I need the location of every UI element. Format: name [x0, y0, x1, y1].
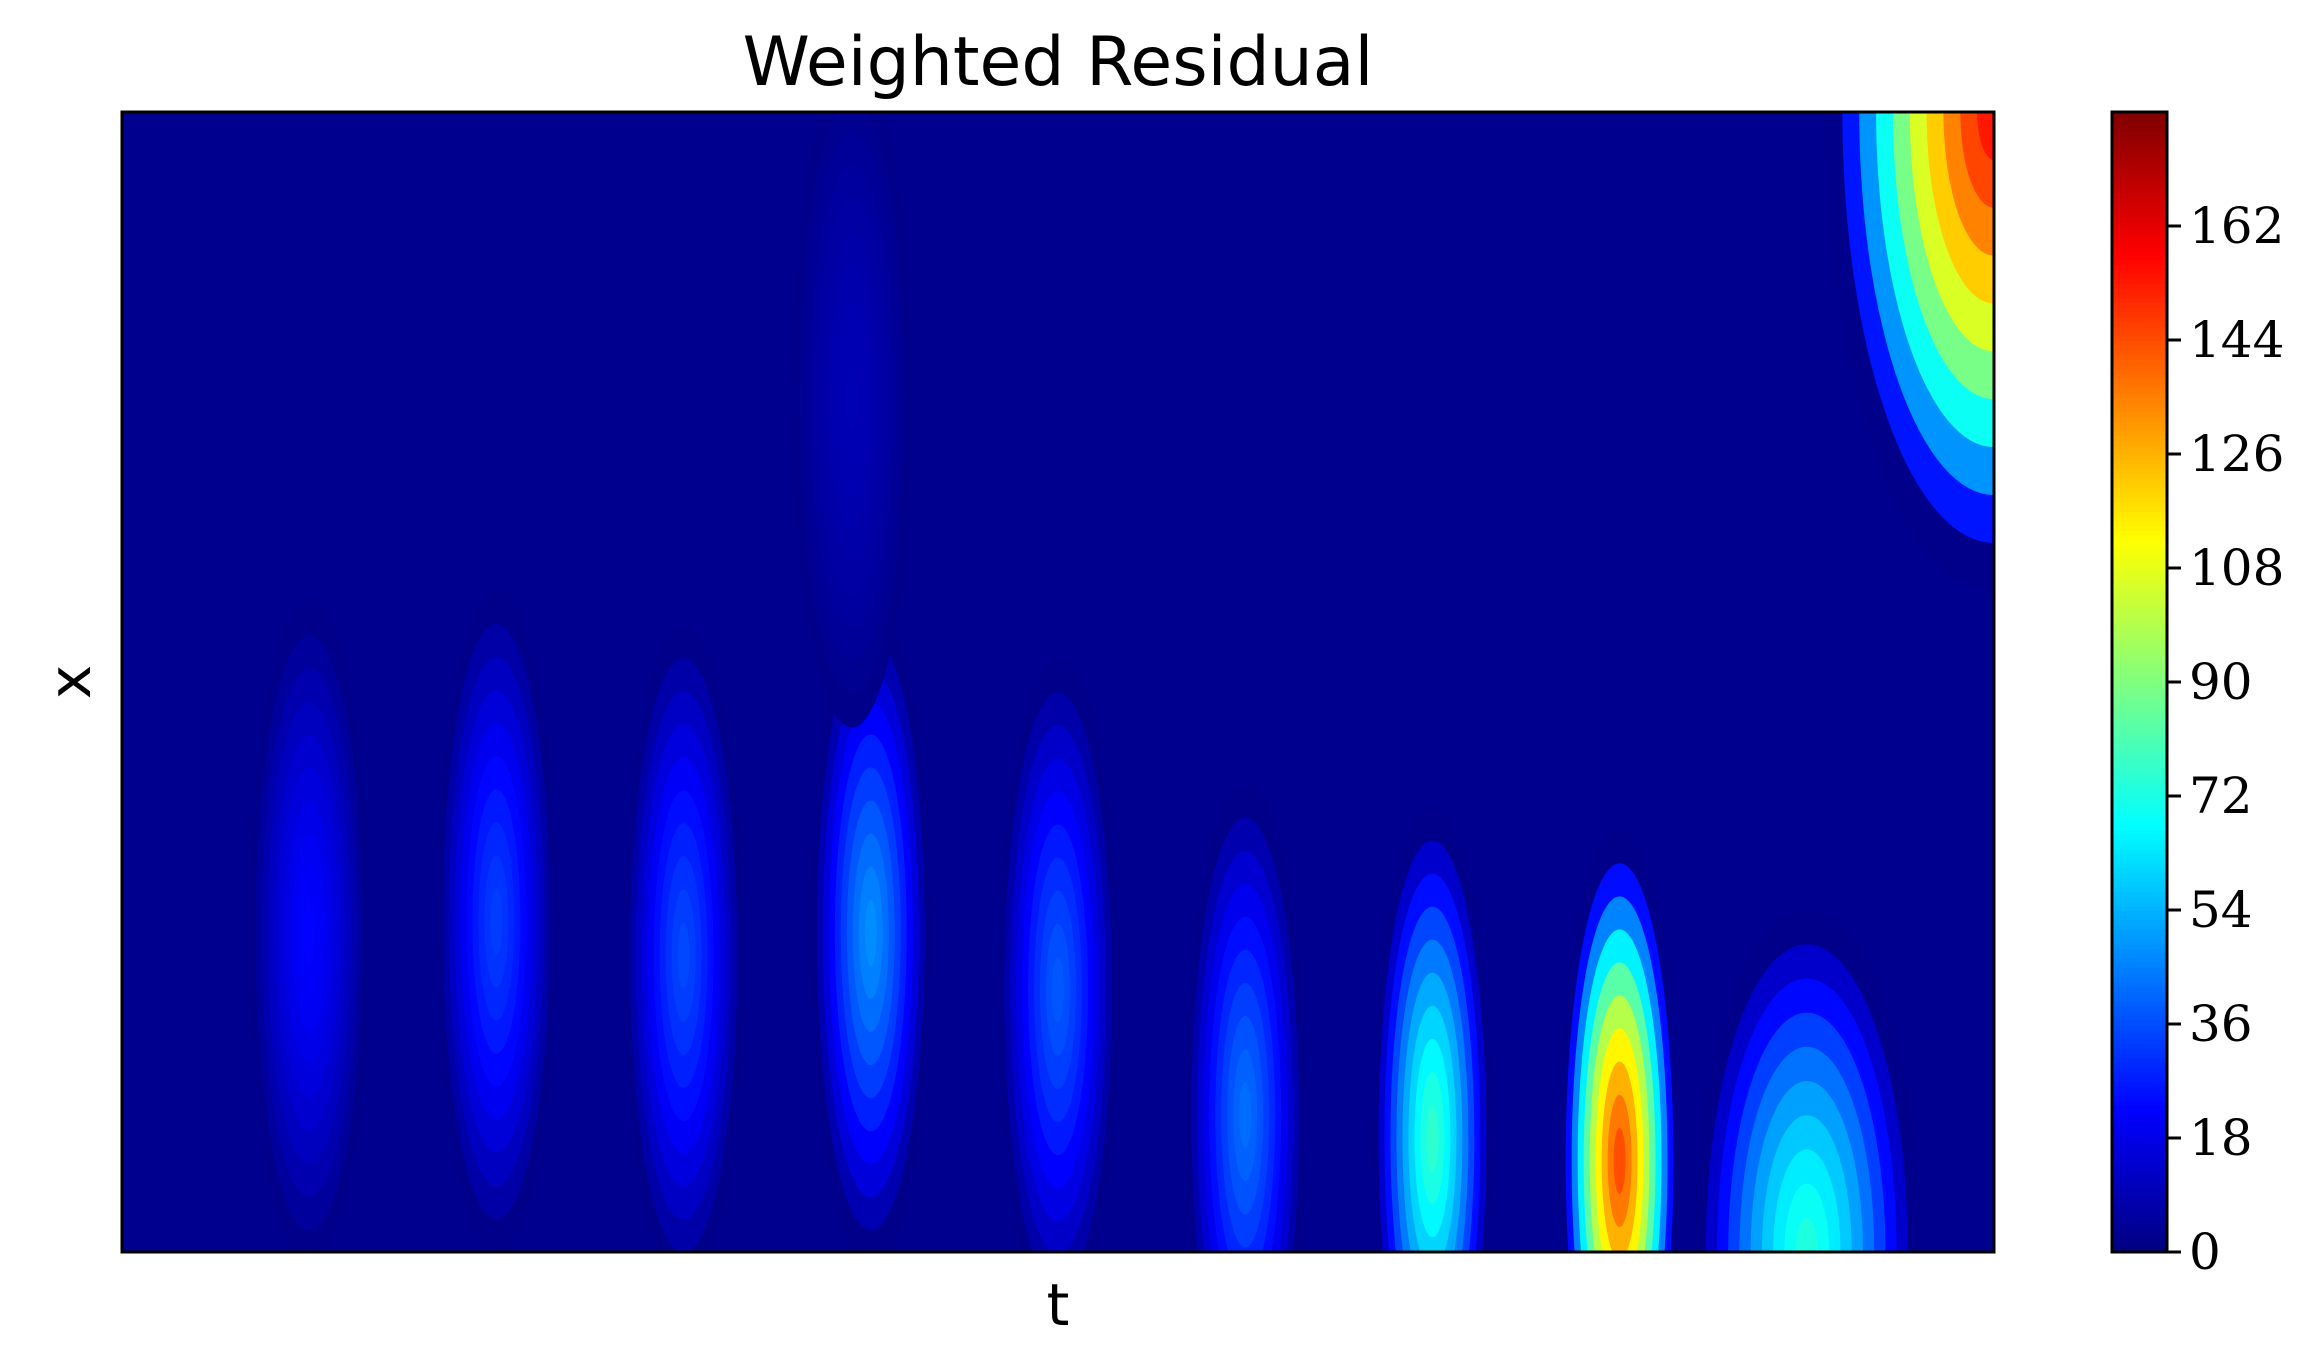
heat-contour: [864, 899, 877, 966]
heat-hotspot: [792, 112, 912, 728]
heat-contour: [1426, 1104, 1439, 1172]
colorbar-tick-label: 90: [2189, 653, 2253, 711]
heat-hotspot: [998, 659, 1118, 1252]
heat-contour: [677, 922, 690, 989]
heat-hotspot: [1372, 807, 1493, 1252]
colorbar-tick-label: 54: [2189, 881, 2253, 939]
colorbar-tick-label: 108: [2189, 539, 2284, 597]
heat-hotspot: [249, 602, 370, 1252]
heat-layer: [249, 112, 1994, 1252]
colorbar-tick-label: 0: [2189, 1223, 2221, 1281]
heat-contour: [1795, 1217, 1819, 1252]
colorbar-tick-label: 162: [2189, 197, 2284, 255]
heat-contour: [303, 899, 316, 966]
heat-contour: [846, 363, 859, 431]
colorbar-ticks: 0 18 36 54 72 90 108 126 144 162: [2167, 197, 2284, 1281]
colorbar-tick-label: 144: [2189, 311, 2284, 369]
y-axis-label: x: [36, 665, 104, 699]
plot-area: [120, 110, 1996, 1254]
heat-hotspot: [623, 625, 744, 1252]
heat-hotspot: [1185, 784, 1306, 1252]
x-axis-label: t: [1047, 1271, 1070, 1339]
heat-hotspot: [810, 602, 931, 1252]
colorbar-tick-label: 18: [2189, 1109, 2253, 1167]
heat-contour: [1239, 1082, 1252, 1149]
colorbar-tick-label: 36: [2189, 995, 2253, 1053]
colorbar-tick-label: 126: [2189, 425, 2284, 483]
colorbar-gradient: [2112, 112, 2167, 1253]
heat-contour: [1977, 112, 1994, 160]
heat-contour: [490, 888, 503, 955]
heat-hotspot: [1694, 910, 1920, 1252]
chart-title: Weighted Residual: [743, 23, 1374, 102]
heat-contour: [1613, 1127, 1626, 1194]
heat-contour: [1052, 956, 1064, 1023]
plot-frame: [120, 110, 1996, 1254]
heat-hotspot: [1825, 112, 1994, 591]
heat-hotspot: [436, 590, 557, 1252]
colorbar-tick-label: 72: [2189, 767, 2253, 825]
heat-hotspot: [1559, 830, 1680, 1252]
colorbar: 0 18 36 54 72 90 108 126 144 162: [2110, 110, 2284, 1281]
